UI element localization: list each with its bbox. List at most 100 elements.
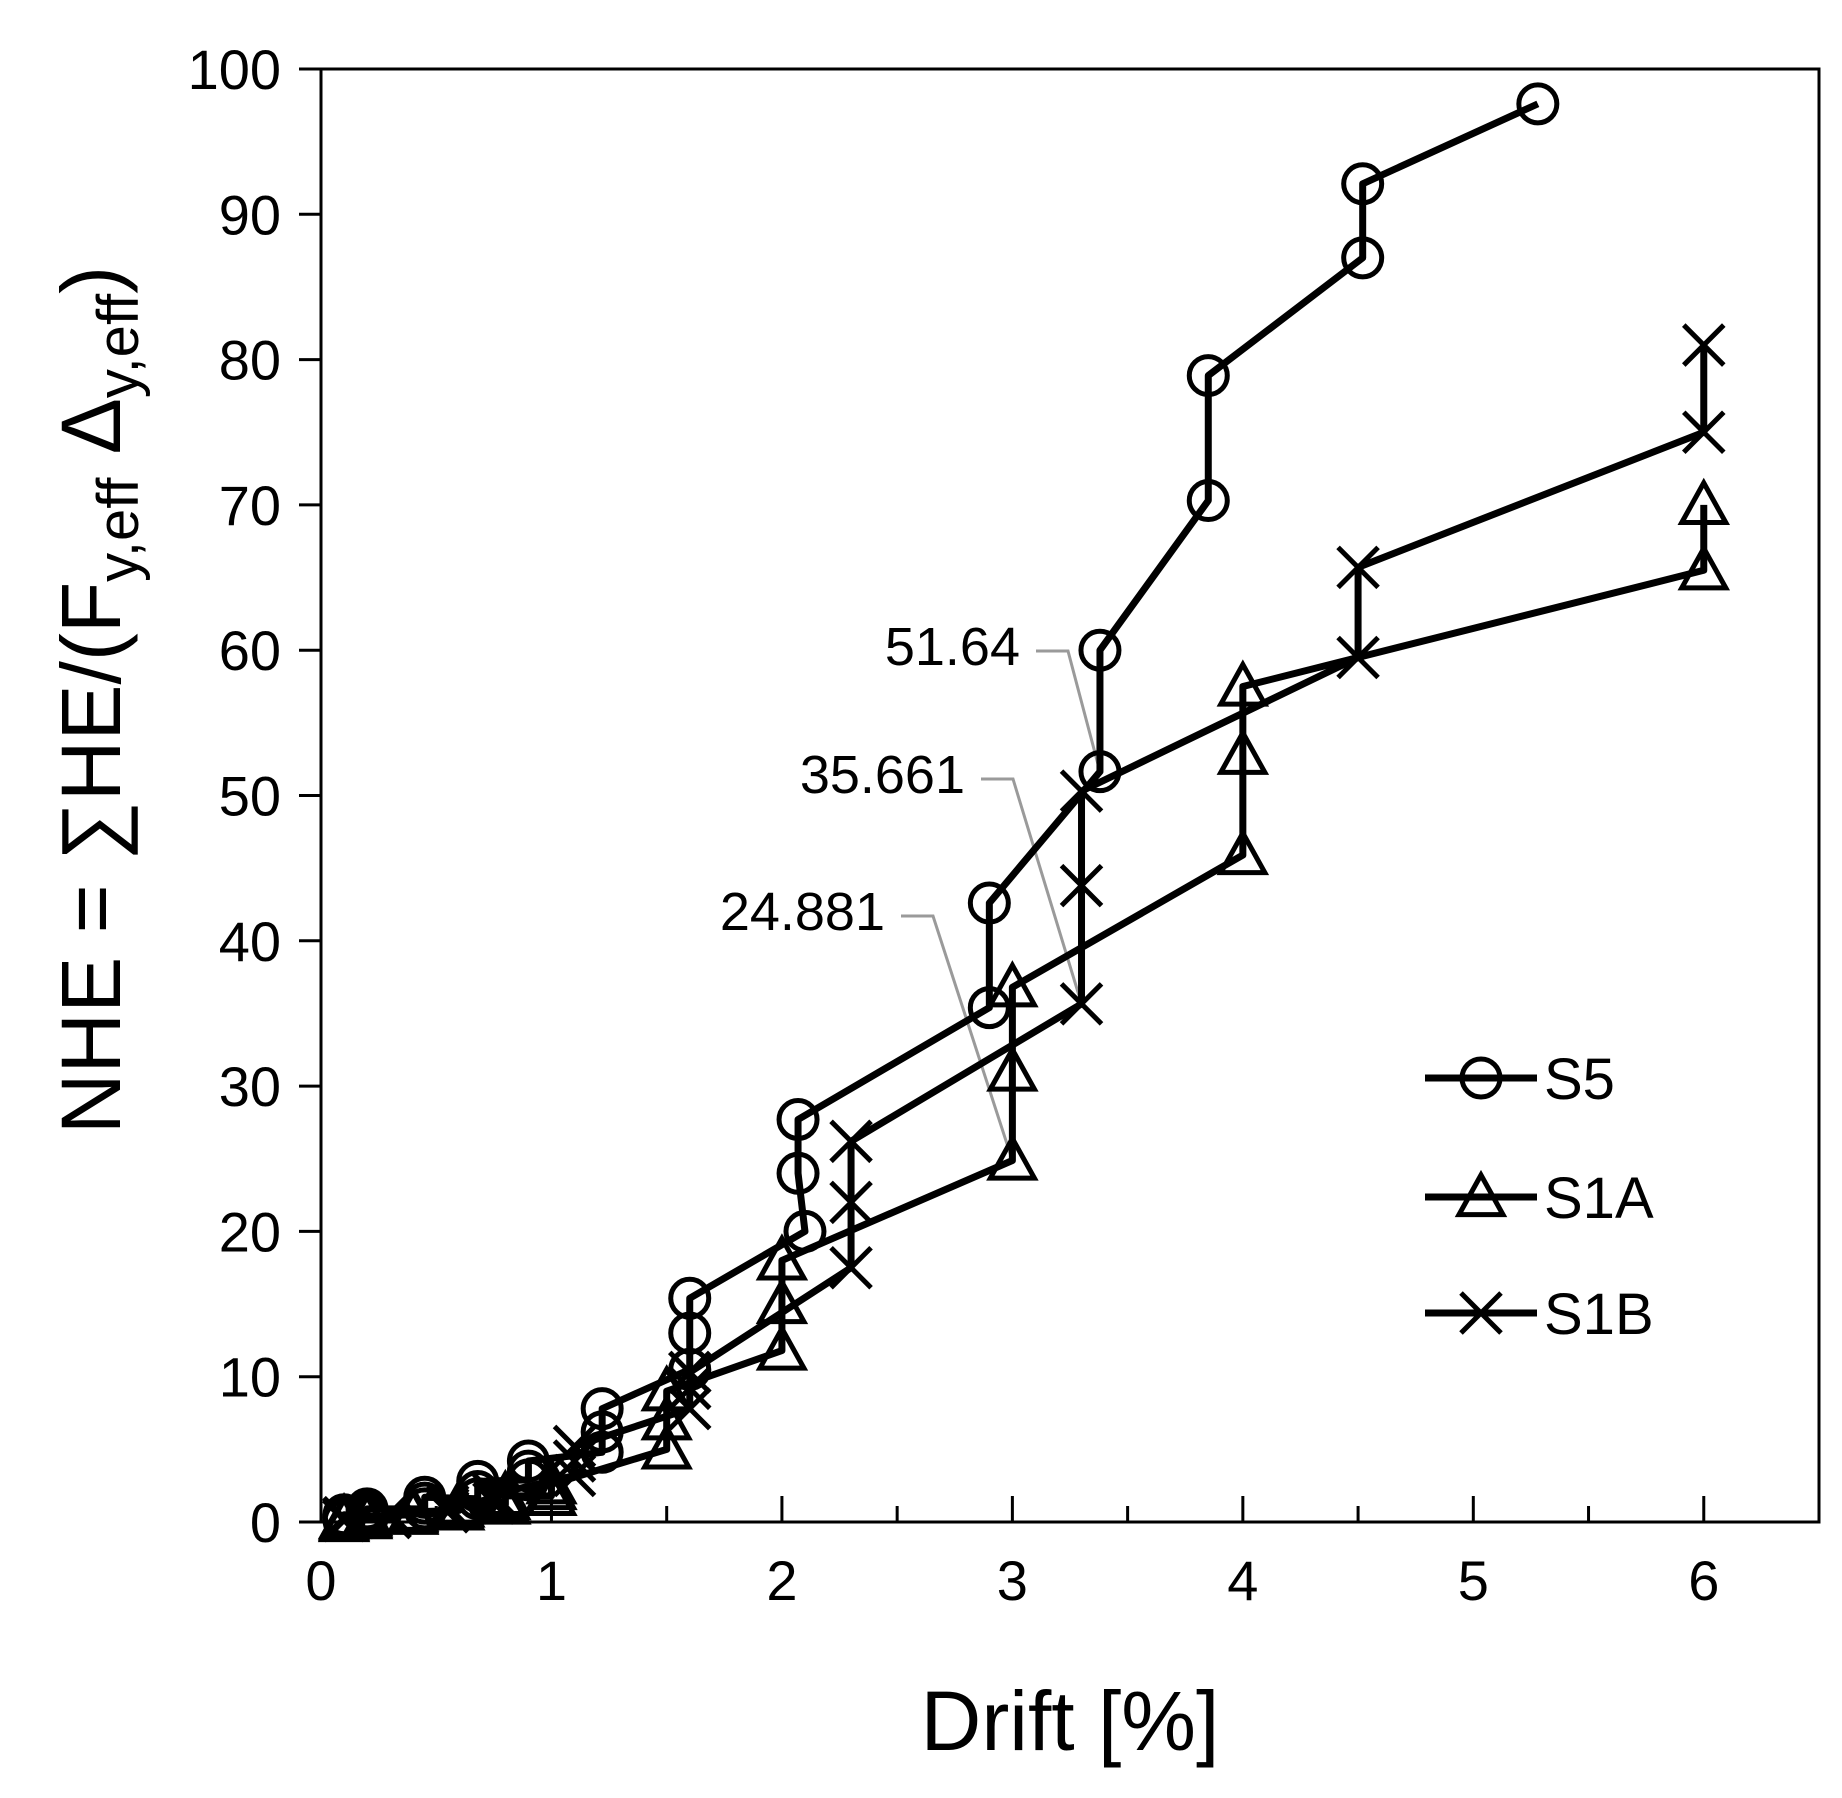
legend-label: S5 <box>1544 1047 1615 1112</box>
triangle-marker <box>755 1276 809 1325</box>
annotation-leader-line <box>1036 649 1102 773</box>
annotation-leader-line <box>981 777 1083 1005</box>
annotation-leader-line <box>901 914 1014 1161</box>
triangle-marker <box>640 1422 693 1470</box>
y-axis-title-end: ) <box>44 266 138 294</box>
x-marker-stroke <box>829 1180 873 1225</box>
triangle-marker <box>1677 477 1731 525</box>
y-tick-label: 30 <box>219 1055 281 1118</box>
legend: S5 S1A S1B <box>1425 1047 1654 1347</box>
x-marker <box>1059 982 1104 1026</box>
x-marker <box>829 1245 873 1290</box>
x-marker <box>1459 1291 1503 1335</box>
series-s1a <box>317 477 1731 1543</box>
triangle-marker <box>1454 1169 1508 1218</box>
series-s5 <box>322 82 1560 1543</box>
x-tick-label: 6 <box>1688 1549 1719 1612</box>
x-marker <box>1682 410 1726 455</box>
x-marker-stroke <box>829 1119 873 1164</box>
y-axis-title: NHE = ∑HE/(Fy,eff Δy,eff) <box>44 266 151 1134</box>
annotation-label: 35.661 <box>800 745 965 805</box>
triangle-marker <box>525 1457 578 1505</box>
series-line-s1a <box>340 504 1708 1525</box>
y-tick-label: 100 <box>188 38 281 101</box>
circle-marker <box>580 1387 624 1431</box>
triangle-marker <box>1677 543 1731 591</box>
x-tick-label: 3 <box>997 1549 1028 1612</box>
circle-marker <box>668 1311 712 1355</box>
y-tick-label: 90 <box>219 183 281 246</box>
triangle-marker <box>1216 659 1270 707</box>
annotation-label: 24.881 <box>720 882 885 942</box>
x-axis-title: Drift [%] <box>921 1674 1220 1768</box>
legend-label: S1B <box>1544 1282 1654 1347</box>
x-tick-label: 1 <box>536 1549 567 1612</box>
x-marker-stroke <box>1682 323 1726 367</box>
triangle-marker <box>1216 727 1270 775</box>
y-axis-title-mid: Δ <box>44 398 138 477</box>
x-axis-ticks: 0 1 2 3 4 5 6 <box>305 1496 1719 1612</box>
circle-marker <box>580 1430 624 1474</box>
circle-marker <box>1341 236 1385 280</box>
x-marker-stroke <box>829 1245 873 1290</box>
legend-item-s5: S5 <box>1425 1047 1615 1112</box>
y-axis-title-sub1: y,eff <box>86 477 151 582</box>
triangle-marker <box>433 1477 486 1525</box>
triangle-marker <box>986 960 1039 1008</box>
x-tick-label: 4 <box>1227 1549 1258 1612</box>
y-tick-label: 70 <box>219 474 281 537</box>
legend-item-s1b: S1B <box>1425 1282 1654 1347</box>
circle-marker <box>668 1276 712 1320</box>
x-marker-stroke <box>1059 863 1104 908</box>
series-layer <box>317 82 1731 1543</box>
circle-marker <box>322 1493 366 1537</box>
y-axis-title-sub2: y,eff <box>86 293 151 398</box>
x-marker <box>829 1119 873 1164</box>
x-marker-stroke <box>1059 982 1104 1026</box>
circle-marker <box>403 1475 447 1519</box>
x-marker <box>1336 545 1380 590</box>
circle-marker <box>456 1459 500 1503</box>
circle-marker <box>1186 354 1230 398</box>
triangle-marker <box>755 1323 809 1371</box>
circle-marker <box>1516 82 1560 126</box>
x-marker <box>1682 323 1726 367</box>
circle-marker <box>967 881 1011 925</box>
legend-label: S1A <box>1544 1166 1654 1231</box>
x-tick-label: 5 <box>1458 1549 1489 1612</box>
circle-marker <box>580 1410 624 1454</box>
y-axis-title-main: NHE = ∑HE/(F <box>44 582 138 1134</box>
x-marker-stroke <box>1682 410 1726 455</box>
series-line-s5 <box>340 100 1540 1522</box>
circle-marker <box>456 1469 500 1513</box>
circle-marker <box>1078 750 1122 794</box>
circle-marker <box>1459 1056 1503 1100</box>
annotation-label: 51.64 <box>885 617 1020 677</box>
triangle-marker <box>755 1233 809 1281</box>
y-tick-label: 10 <box>219 1346 281 1409</box>
legend-item-s1a: S1A <box>1425 1166 1654 1231</box>
triangle-marker <box>986 1044 1039 1092</box>
y-tick-label: 50 <box>219 765 281 828</box>
circle-marker <box>1186 479 1230 523</box>
triangle-marker <box>640 1393 693 1441</box>
circle-marker <box>1341 162 1385 206</box>
x-marker-stroke <box>1459 1291 1503 1335</box>
circle-marker <box>776 1151 820 1195</box>
circle-marker <box>967 986 1011 1030</box>
circle-marker <box>345 1487 389 1531</box>
triangle-marker <box>640 1364 693 1412</box>
y-tick-label: 40 <box>219 910 281 973</box>
series-line-s1b <box>340 345 1708 1523</box>
circle-marker <box>1078 628 1122 672</box>
x-tick-label: 2 <box>766 1549 797 1612</box>
circle-marker <box>783 1209 827 1253</box>
x-marker <box>829 1180 873 1225</box>
triangle-marker <box>986 1133 1039 1181</box>
x-marker-stroke <box>1336 545 1380 590</box>
circle-marker <box>506 1439 550 1483</box>
triangle-marker <box>1216 827 1270 876</box>
x-marker <box>1059 863 1104 908</box>
y-tick-label: 20 <box>219 1200 281 1263</box>
